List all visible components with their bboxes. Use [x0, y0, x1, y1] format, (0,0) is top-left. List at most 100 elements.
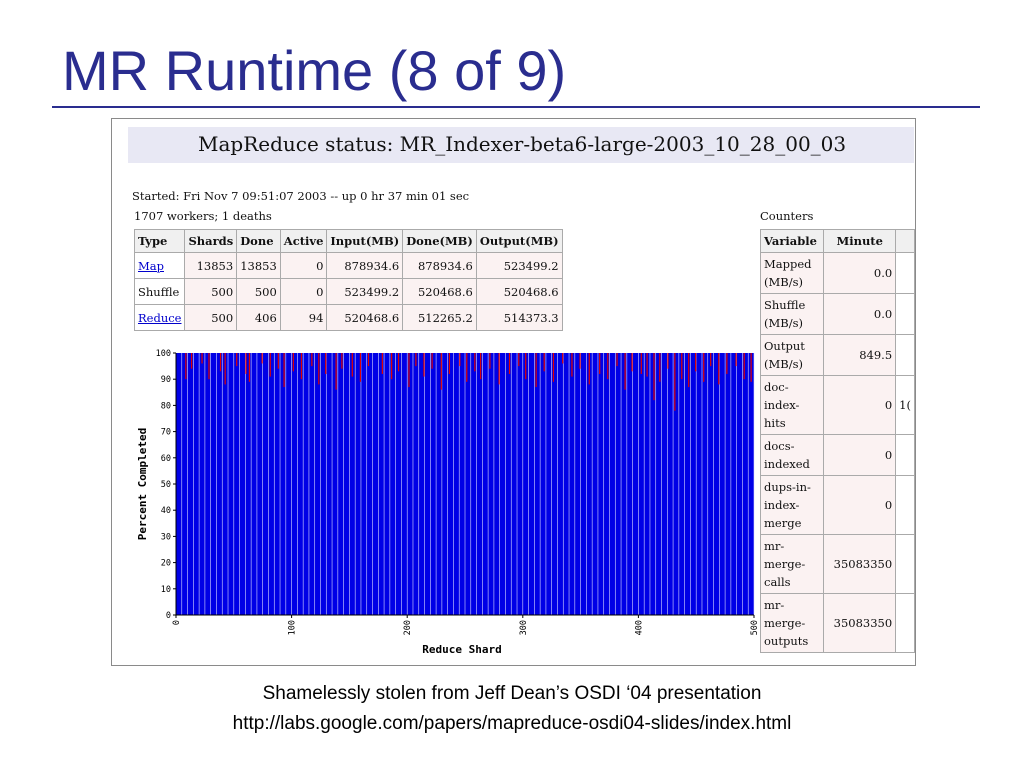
incomplete-bar: [571, 353, 573, 377]
done-mb-cell: 512265.2: [402, 304, 477, 331]
incomplete-bar: [245, 353, 247, 374]
done-cell: 13853: [236, 252, 281, 279]
incomplete-bar: [543, 353, 545, 372]
incomplete-bar: [599, 353, 601, 374]
incomplete-bar: [674, 353, 676, 411]
incomplete-bar: [248, 353, 251, 382]
y-tick-label: 30: [161, 532, 171, 542]
incomplete-bar: [351, 353, 353, 377]
input-mb-cell: 520468.6: [326, 304, 404, 331]
incomplete-bar: [283, 353, 285, 388]
counter-row: mr-merge-calls 35083350: [759, 534, 915, 594]
incomplete-bar: [448, 353, 451, 374]
status-header-bar: MapReduce status: MR_Indexer-beta6-large…: [128, 127, 914, 163]
x-tick-label: 500: [750, 620, 757, 635]
output-mb-cell: 514373.3: [475, 304, 563, 331]
incomplete-bar: [750, 353, 752, 382]
counter-row: doc-index-hits 0 1(: [759, 375, 915, 435]
incomplete-bar: [579, 353, 581, 369]
counter-variable: dups-in-index-merge: [759, 475, 825, 535]
counter-extra-value: [895, 252, 915, 294]
incomplete-bar: [269, 353, 271, 377]
slide-title: MR Runtime (8 of 9): [62, 39, 567, 102]
counters-label: Counters: [760, 209, 814, 223]
counter-row: mr-merge-outputs 35083350: [759, 593, 915, 653]
counter-minute-value: 0: [823, 434, 897, 476]
counter-variable: mr-merge-calls: [759, 534, 825, 594]
incomplete-bar: [277, 353, 279, 369]
incomplete-bar: [624, 353, 626, 390]
column-header-shards: Shards: [184, 229, 238, 253]
table-row: Map 13853 13853 0 878934.6 878934.6 5234…: [133, 252, 563, 279]
title-divider: [52, 106, 980, 108]
shards-cell: 500: [184, 304, 238, 331]
map-link[interactable]: Map: [138, 258, 164, 273]
incomplete-bar: [688, 353, 690, 388]
column-header-type: Type: [133, 229, 186, 253]
x-tick-label: 0: [172, 620, 182, 625]
counters-table-header: Variable Minute: [759, 229, 915, 253]
y-tick-label: 10: [161, 585, 171, 595]
incomplete-bar: [525, 353, 527, 380]
output-mb-cell: 520468.6: [475, 278, 563, 305]
incomplete-bar: [311, 353, 313, 367]
incomplete-bar: [498, 353, 500, 385]
incomplete-bar: [219, 353, 222, 372]
counter-variable: Shuffle (MB/s): [759, 293, 825, 335]
counter-extra-value: [895, 434, 915, 476]
incomplete-bar: [335, 353, 337, 390]
incomplete-bar: [710, 353, 712, 367]
type-cell: Map: [133, 252, 186, 279]
counter-variable: doc-index-hits: [759, 375, 825, 435]
jobs-table-header: Type Shards Done Active Input(MB) Done(M…: [133, 229, 563, 253]
incomplete-bar: [518, 353, 520, 367]
counter-row: Shuffle (MB/s) 0.0: [759, 293, 915, 335]
incomplete-bar: [292, 353, 294, 372]
counter-row: docs-indexed 0: [759, 434, 915, 476]
counter-minute-value: 849.5: [823, 334, 897, 376]
incomplete-bar: [381, 353, 383, 374]
counter-extra-value: [895, 593, 915, 653]
incomplete-bar: [397, 353, 400, 372]
y-tick-label: 90: [161, 375, 171, 385]
incomplete-bar: [236, 353, 238, 367]
incomplete-bar: [359, 353, 362, 382]
incomplete-bar: [735, 353, 737, 367]
counter-extra-value: [895, 293, 915, 335]
y-tick-label: 80: [161, 401, 171, 411]
counter-variable: docs-indexed: [759, 434, 825, 476]
incomplete-bar: [480, 353, 482, 380]
counter-extra-value: [895, 334, 915, 376]
counter-row: Mapped (MB/s) 0.0: [759, 252, 915, 294]
incomplete-bar: [224, 353, 226, 385]
column-header-active: Active: [279, 229, 328, 253]
counter-row: Output (MB/s) 849.5: [759, 334, 915, 376]
incomplete-bar: [423, 353, 425, 377]
counter-minute-value: 0.0: [823, 293, 897, 335]
incomplete-bar: [631, 353, 633, 372]
counter-variable: Output (MB/s): [759, 334, 825, 376]
incomplete-bar: [616, 353, 618, 367]
incomplete-bar: [508, 353, 511, 374]
attribution-caption: Shamelessly stolen from Jeff Dean’s OSDI…: [262, 683, 762, 704]
x-tick-label: 100: [288, 620, 298, 635]
input-mb-cell: 878934.6: [326, 252, 404, 279]
incomplete-bar: [300, 353, 303, 380]
counter-minute-value: 35083350: [823, 593, 897, 653]
incomplete-bar: [695, 353, 697, 372]
shards-cell: 13853: [184, 252, 238, 279]
column-header-done-mb: Done(MB): [402, 229, 477, 253]
incomplete-bar: [208, 353, 210, 380]
y-tick-label: 0: [166, 611, 171, 621]
counter-extra-value: [895, 475, 915, 535]
incomplete-bar: [459, 353, 461, 367]
counter-variable: mr-merge-outputs: [759, 593, 825, 653]
reduce-link[interactable]: Reduce: [138, 310, 182, 325]
counter-minute-value: 0: [823, 475, 897, 535]
column-header-minute: Minute: [823, 229, 897, 253]
counters-table: Variable Minute Mapped (MB/s) 0.0 Shuffl…: [759, 229, 915, 653]
active-cell: 94: [279, 304, 328, 331]
counter-minute-value: 35083350: [823, 534, 897, 594]
reduce-progress-chart: 0 10 20 30 40 50 60 70 80 90 100 0 100 200 300 400 500 R…: [136, 349, 757, 656]
y-axis-label: Percent Completed: [136, 428, 149, 541]
